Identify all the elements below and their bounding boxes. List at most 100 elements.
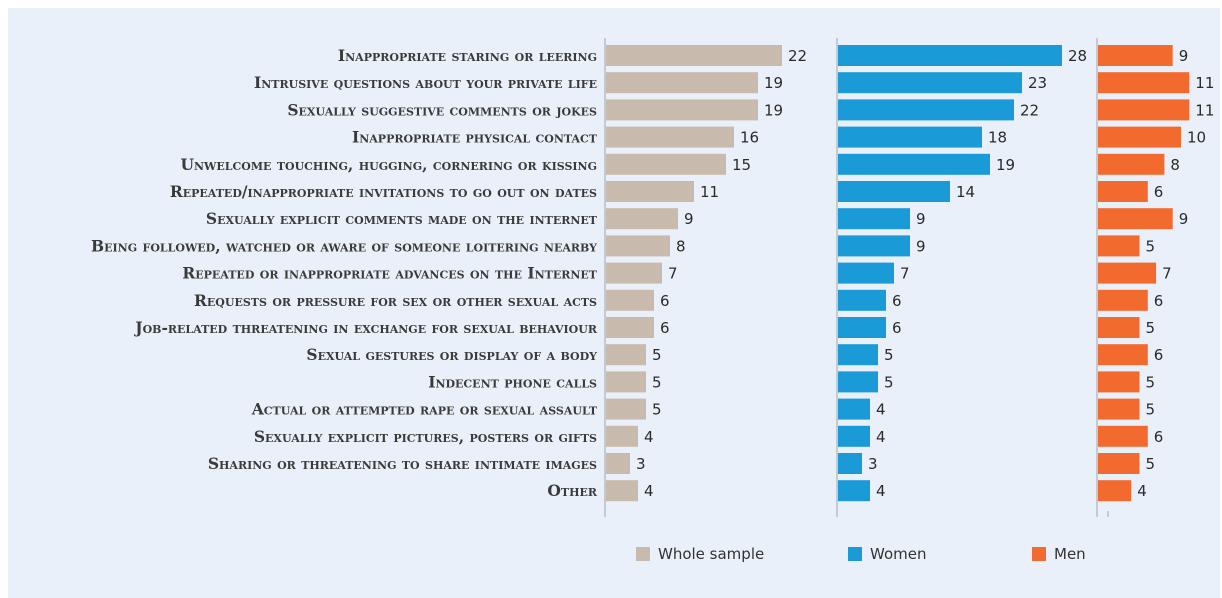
bar-men: [1098, 425, 1148, 447]
value-label-women: 22: [1020, 101, 1039, 119]
value-label-men: 4: [1137, 482, 1147, 500]
bar-women: [838, 398, 870, 420]
bar-whole-sample: [606, 262, 662, 284]
bar-women: [838, 371, 878, 393]
value-label-women: 28: [1068, 47, 1087, 65]
value-label-whole-sample: 11: [700, 183, 719, 201]
category-label: Being followed, watched or aware of some…: [91, 236, 597, 255]
value-label-whole-sample: 3: [636, 455, 646, 473]
value-label-men: 11: [1195, 74, 1214, 92]
value-label-women: 4: [876, 428, 886, 446]
value-label-whole-sample: 19: [764, 74, 783, 92]
bar-whole-sample: [606, 480, 638, 502]
bar-men: [1098, 480, 1132, 502]
value-label-men: 5: [1146, 401, 1156, 419]
bar-women: [838, 453, 862, 474]
value-label-men: 6: [1154, 183, 1164, 201]
category-label: Inappropriate physical contact: [352, 128, 598, 147]
category-label: Inappropriate staring or leering: [338, 46, 597, 65]
value-label-whole-sample: 4: [644, 428, 654, 446]
value-label-men: 10: [1187, 129, 1206, 147]
bar-whole-sample: [606, 371, 646, 393]
bar-men: [1098, 235, 1140, 257]
bar-men: [1098, 371, 1140, 393]
value-label-whole-sample: 4: [644, 482, 654, 500]
value-label-women: 5: [884, 373, 894, 391]
bar-women: [838, 208, 910, 230]
category-label: Sexually suggestive comments or jokes: [287, 100, 597, 119]
value-label-women: 9: [916, 210, 926, 228]
value-label-women: 23: [1028, 74, 1047, 92]
value-label-men: 6: [1154, 346, 1164, 364]
category-label: Repeated or inappropriate advances on th…: [182, 264, 597, 283]
bar-whole-sample: [606, 317, 654, 338]
legend-label-men: Men: [1054, 545, 1086, 563]
bar-women: [838, 235, 910, 257]
value-label-whole-sample: 8: [676, 237, 686, 255]
value-label-men: 5: [1146, 373, 1156, 391]
legend-swatch-whole-sample: [636, 547, 650, 561]
value-label-whole-sample: 6: [660, 319, 670, 337]
bar-whole-sample: [606, 208, 678, 230]
bar-men: [1098, 262, 1157, 284]
value-label-men: 6: [1154, 292, 1164, 310]
value-label-men: 7: [1162, 265, 1172, 283]
value-label-women: 7: [900, 265, 910, 283]
value-label-women: 6: [892, 292, 902, 310]
legend-label-women: Women: [870, 545, 927, 563]
bar-men: [1098, 153, 1165, 175]
legend-label-whole-sample: Whole sample: [658, 545, 765, 563]
bar-men: [1098, 344, 1148, 366]
bar-women: [838, 99, 1014, 121]
bar-women: [838, 181, 950, 202]
value-label-men: 9: [1179, 47, 1189, 65]
bar-men: [1098, 317, 1140, 338]
category-label: Sexually explicit comments made on the i…: [206, 209, 598, 228]
value-label-women: 19: [996, 156, 1015, 174]
legend-item-women: Women: [848, 545, 926, 563]
value-label-men: 5: [1146, 455, 1156, 473]
bar-women: [838, 344, 878, 366]
bar-whole-sample: [606, 126, 734, 148]
value-label-men: 9: [1179, 210, 1189, 228]
value-label-women: 4: [876, 482, 886, 500]
value-label-men: 6: [1154, 428, 1164, 446]
bar-men: [1098, 99, 1190, 121]
category-label: Indecent phone calls: [428, 372, 597, 391]
bar-whole-sample: [606, 45, 782, 66]
bar-men: [1098, 398, 1140, 420]
bar-women: [838, 126, 982, 148]
value-label-women: 3: [868, 455, 878, 473]
value-label-women: 18: [988, 129, 1007, 147]
bar-whole-sample: [606, 181, 694, 202]
bar-whole-sample: [606, 99, 758, 121]
value-label-women: 14: [956, 183, 975, 201]
category-label: Other: [547, 481, 597, 500]
bar-men: [1098, 72, 1190, 94]
category-label: Repeated/inappropriate invitations to go…: [170, 182, 597, 201]
value-label-women: 4: [876, 401, 886, 419]
value-label-men: 5: [1146, 237, 1156, 255]
bar-whole-sample: [606, 153, 726, 175]
value-label-women: 6: [892, 319, 902, 337]
value-label-whole-sample: 5: [652, 346, 662, 364]
value-label-women: 5: [884, 346, 894, 364]
value-label-men: 8: [1170, 156, 1180, 174]
bar-whole-sample: [606, 398, 646, 420]
category-label: Sexual gestures or display of a body: [306, 345, 597, 364]
category-label: Intrusive questions about your private l…: [254, 73, 597, 92]
value-label-men: 11: [1195, 101, 1214, 119]
value-label-women: 9: [916, 237, 926, 255]
bar-women: [838, 480, 870, 502]
bar-men: [1098, 45, 1173, 66]
category-label: Sexually explicit pictures, posters or g…: [254, 427, 597, 446]
value-label-whole-sample: 9: [684, 210, 694, 228]
value-label-men: 5: [1146, 319, 1156, 337]
bar-women: [838, 153, 990, 175]
bar-women: [838, 317, 886, 338]
value-label-whole-sample: 6: [660, 292, 670, 310]
legend-swatch-women: [848, 547, 862, 561]
bar-women: [838, 289, 886, 311]
bar-men: [1098, 126, 1181, 148]
